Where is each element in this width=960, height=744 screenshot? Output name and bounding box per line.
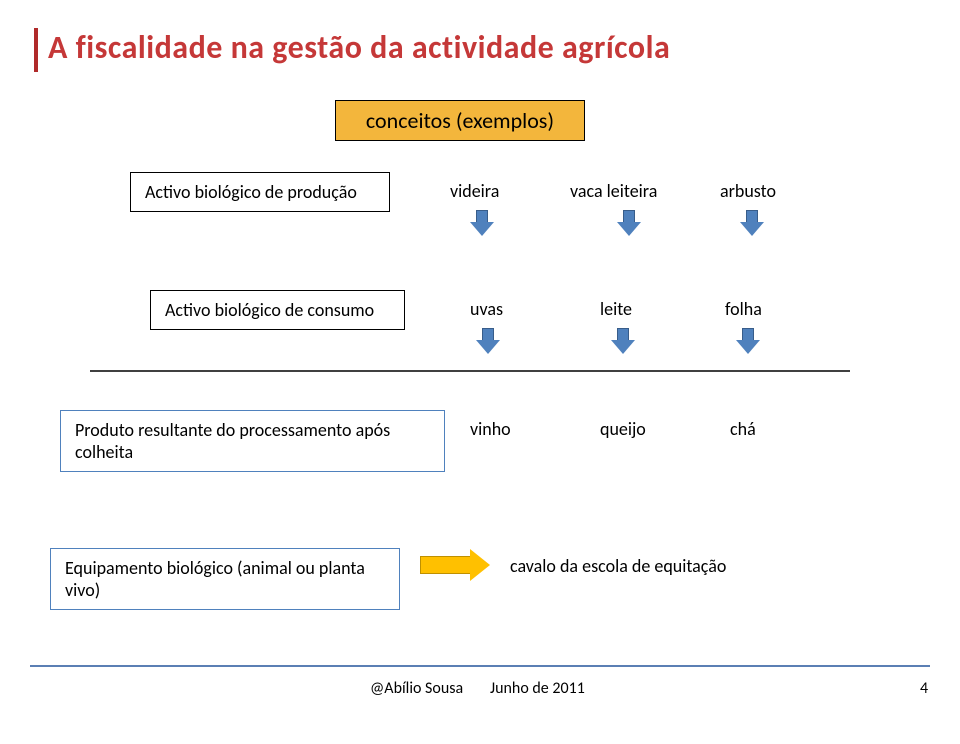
row-0-label-0: videira <box>450 180 499 202</box>
row-2-label-2: chá <box>730 418 756 440</box>
footer-line <box>30 665 930 667</box>
footer-date: Junho de 2011 <box>490 679 585 698</box>
row-box-2: Produto resultante do processamento após… <box>60 410 445 472</box>
equipment-result-label: cavalo da escola de equitação <box>510 555 726 577</box>
row-1-label-0: uvas <box>470 298 503 320</box>
row-box-1: Activo biológico de consumo <box>150 290 405 330</box>
footer-author: @Abílio Sousa <box>370 679 463 698</box>
title-accent-bar <box>34 28 38 72</box>
row-2-label-0: vinho <box>470 418 511 440</box>
equipment-box: Equipamento biológico (animal ou planta … <box>50 548 400 610</box>
page-number: 4 <box>920 679 928 698</box>
row-0-label-1: vaca leiteira <box>570 180 657 202</box>
row-2-label-1: queijo <box>600 418 646 440</box>
row-1-label-2: folha <box>725 298 762 320</box>
row-1-label-1: leite <box>600 298 632 320</box>
row-box-0: Activo biológico de produção <box>130 172 390 212</box>
subtitle-box: conceitos (exemplos) <box>335 100 585 141</box>
row-0-label-2: arbusto <box>720 180 776 202</box>
divider-line <box>90 370 850 372</box>
page-title: A fiscalidade na gestão da actividade ag… <box>48 28 670 67</box>
